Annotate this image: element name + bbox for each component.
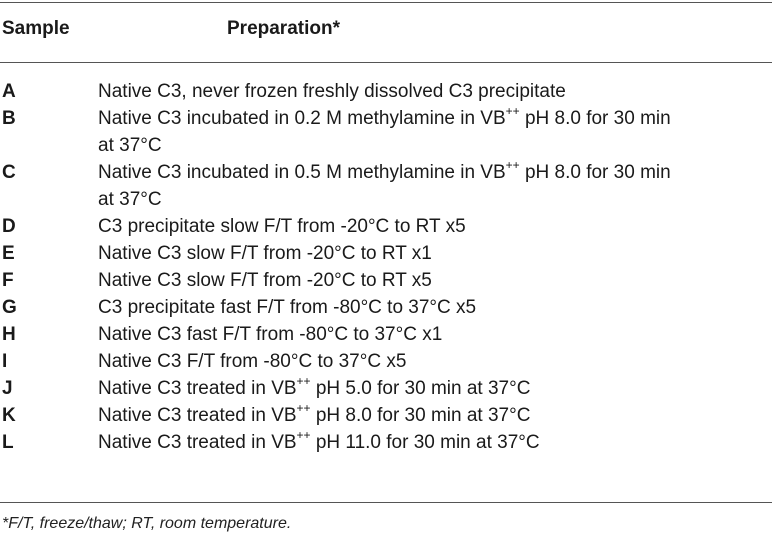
preparation-text: Native C3, never frozen freshly dissolve… — [98, 78, 772, 105]
preparation-text: Native C3 F/T from -80°C to 37°C x5 — [98, 348, 772, 375]
preparation-text: Native C3 fast F/T from -80°C to 37°C x1 — [98, 321, 772, 348]
preparation-text-part: Native C3 incubated in 0.2 M methylamine… — [98, 108, 506, 129]
preparation-text: Native C3 treated in VB++ pH 8.0 for 30 … — [98, 402, 772, 429]
preparation-text-part: pH 5.0 for 30 min at 37°C — [310, 378, 531, 399]
table-row: I Native C3 F/T from -80°C to 37°C x5 — [0, 348, 772, 375]
sample-label: B — [2, 108, 16, 129]
table-row: D C3 precipitate slow F/T from -20°C to … — [0, 213, 772, 240]
table-row: H Native C3 fast F/T from -80°C to 37°C … — [0, 321, 772, 348]
table-row: G C3 precipitate fast F/T from -80°C to … — [0, 294, 772, 321]
preparation-text-part: Native C3 fast F/T from -80°C to 37°C x1 — [98, 324, 443, 345]
preparation-text-part: Native C3 slow F/T from -20°C to RT x1 — [98, 243, 432, 264]
table-header-row: Sample Preparation* — [0, 14, 772, 44]
sample-label: A — [2, 81, 16, 102]
preparation-text-part: Native C3 F/T from -80°C to 37°C x5 — [98, 351, 407, 372]
preparation-text-part: Native C3 treated in VB — [98, 378, 297, 399]
sample-label: I — [2, 351, 8, 372]
table-row: J Native C3 treated in VB++ pH 5.0 for 3… — [0, 375, 772, 402]
table-row: B Native C3 incubated in 0.2 M methylami… — [0, 105, 772, 159]
top-rule — [0, 2, 772, 3]
sample-label: D — [2, 216, 16, 237]
preparation-text: Native C3 treated in VB++ pH 11.0 for 30… — [98, 429, 772, 456]
preparation-text-part: pH 8.0 for 30 min — [519, 162, 671, 183]
superscript: ++ — [296, 427, 311, 442]
preparation-text-part: C3 precipitate slow F/T from -20°C to RT… — [98, 216, 466, 237]
preparation-text-part: Native C3 incubated in 0.5 M methylamine… — [98, 162, 506, 183]
preparation-text: Native C3 slow F/T from -20°C to RT x1 — [98, 240, 772, 267]
preparation-text-part: pH 8.0 for 30 min at 37°C — [310, 405, 531, 426]
table-row: A Native C3, never frozen freshly dissol… — [0, 78, 772, 105]
preparation-text-part: C3 precipitate fast F/T from -80°C to 37… — [98, 297, 477, 318]
preparation-text-part: Native C3 treated in VB — [98, 432, 297, 453]
table-row: E Native C3 slow F/T from -20°C to RT x1 — [0, 240, 772, 267]
preparation-text-part: Native C3 treated in VB — [98, 405, 297, 426]
sample-label: G — [2, 297, 17, 318]
superscript: ++ — [505, 103, 520, 118]
preparation-text-part: pH 11.0 for 30 min at 37°C — [310, 432, 540, 453]
table-row: K Native C3 treated in VB++ pH 8.0 for 3… — [0, 402, 772, 429]
table-body: A Native C3, never frozen freshly dissol… — [0, 78, 772, 456]
preparation-text: C3 precipitate slow F/T from -20°C to RT… — [98, 213, 772, 240]
table-row: C Native C3 incubated in 0.5 M methylami… — [0, 159, 772, 213]
preparation-text: Native C3 treated in VB++ pH 5.0 for 30 … — [98, 375, 772, 402]
preparation-text-part: at 37°C — [98, 135, 162, 156]
sample-label: L — [2, 432, 14, 453]
preparation-text: Native C3 incubated in 0.5 M methylamine… — [98, 159, 772, 213]
preparation-text-part: at 37°C — [98, 189, 162, 210]
sample-label: K — [2, 405, 16, 426]
sample-label: C — [2, 162, 16, 183]
sample-label: F — [2, 270, 14, 291]
preparation-text: C3 precipitate fast F/T from -80°C to 37… — [98, 294, 772, 321]
preparation-text-part: Native C3, never frozen freshly dissolve… — [98, 81, 566, 102]
preparation-text-part: Native C3 slow F/T from -20°C to RT x5 — [98, 270, 432, 291]
sample-label: H — [2, 324, 16, 345]
superscript: ++ — [505, 157, 520, 172]
sample-label: J — [2, 378, 13, 399]
superscript: ++ — [296, 373, 311, 388]
table-row: L Native C3 treated in VB++ pH 11.0 for … — [0, 429, 772, 456]
header-rule — [0, 62, 772, 63]
table-row: F Native C3 slow F/T from -20°C to RT x5 — [0, 267, 772, 294]
table-footnote: *F/T, freeze/thaw; RT, room temperature. — [2, 515, 292, 532]
sample-label: E — [2, 243, 15, 264]
preparation-text-part: pH 8.0 for 30 min — [519, 108, 671, 129]
preparation-text: Native C3 incubated in 0.2 M methylamine… — [98, 105, 772, 159]
header-preparation: Preparation* — [227, 18, 340, 39]
preparation-text: Native C3 slow F/T from -20°C to RT x5 — [98, 267, 772, 294]
header-sample: Sample — [2, 18, 70, 39]
superscript: ++ — [296, 400, 311, 415]
bottom-rule — [0, 502, 772, 503]
